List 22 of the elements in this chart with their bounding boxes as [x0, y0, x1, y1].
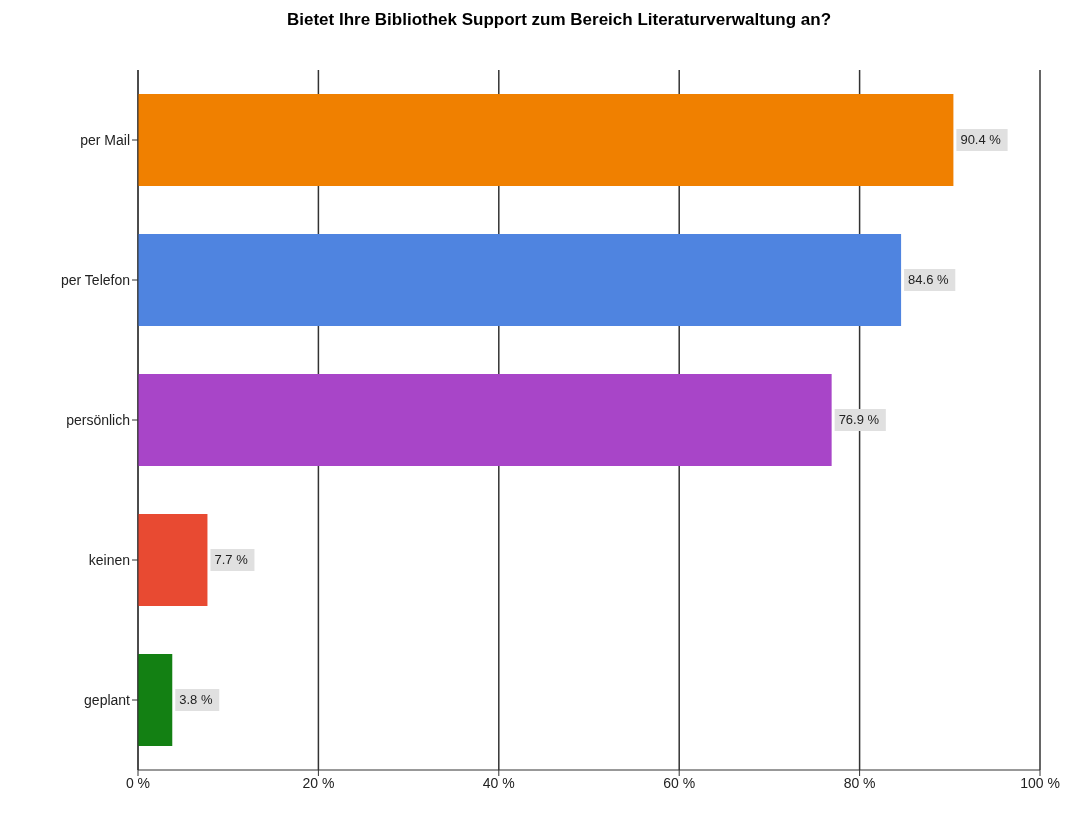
x-tick-label: 60 %: [663, 774, 696, 791]
x-tick-label: 80 %: [843, 774, 876, 791]
x-tick-label: 0 %: [125, 774, 151, 791]
bar: [138, 374, 832, 466]
data-label: 3.8 %: [179, 692, 213, 707]
bar: [138, 94, 954, 186]
data-label: 76.9 %: [838, 412, 880, 427]
y-tick-label: keinen: [88, 551, 130, 568]
x-tick-label: 40 %: [482, 774, 515, 791]
data-label: 84.6 %: [908, 272, 950, 287]
y-tick-label: per Mail: [80, 131, 130, 148]
bar: [138, 514, 208, 606]
y-tick-label: geplant: [84, 691, 131, 708]
x-tick-label: 20 %: [302, 774, 335, 791]
data-label: 7.7 %: [214, 552, 249, 567]
y-tick-label: persönlich: [66, 411, 130, 428]
x-tick-label: 100 %: [1020, 774, 1060, 791]
bar: [138, 654, 173, 746]
bar: [138, 234, 902, 326]
chart-title: Bietet Ihre Bibliothek Support zum Bereich Literaturverwaltung an?: [285, 10, 833, 30]
data-label: 90.4 %: [960, 132, 1002, 147]
y-tick-label: per Telefon: [60, 271, 130, 288]
